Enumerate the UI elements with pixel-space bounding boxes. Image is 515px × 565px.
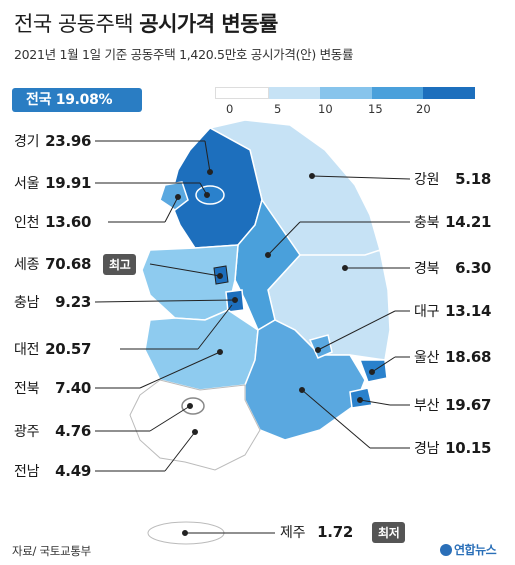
lowest-badge: 최저 (372, 522, 406, 543)
legend-swatch-2 (320, 87, 372, 99)
label-gyeongnam: 경남 10.15 (414, 439, 492, 457)
label-gyeongbuk: 경북 6.30 (414, 259, 491, 277)
national-badge: 전국 19.08% (12, 88, 142, 112)
label-jeonnam: 전남 4.49 (14, 462, 91, 480)
label-gangwon: 강원 5.18 (414, 170, 491, 188)
legend-swatch-1 (268, 87, 321, 99)
label-gyeonggi: 경기 23.96 (14, 132, 92, 150)
page-title: 전국 공동주택 공시가격 변동률 (14, 12, 278, 36)
legend-tick-15: 15 (368, 102, 383, 116)
region-jeonnam (129, 379, 261, 471)
legend-tick-20: 20 (416, 102, 431, 116)
region-daegu (308, 334, 333, 359)
legend-tick-10: 10 (318, 102, 333, 116)
label-jeonbuk: 전북 7.40 (14, 379, 91, 397)
highest-badge: 최고 (103, 254, 137, 275)
label-seoul: 서울 19.91 (14, 174, 92, 192)
legend-swatch-4 (423, 87, 475, 99)
yonhap-logo-icon (440, 544, 452, 556)
legend-tick-0: 0 (226, 102, 234, 116)
subtitle: 2021년 1월 1일 기준 공동주택 1,420.5만호 공시가격(안) 변동… (14, 47, 354, 62)
label-daejeon: 대전 20.57 (14, 340, 92, 358)
source-note: 자료/ 국토교통부 (12, 544, 91, 558)
yonhap-logo: 연합뉴스 (440, 541, 497, 558)
label-gwangju: 광주 4.76 (14, 422, 91, 440)
label-sejong: 세종 70.68 (14, 255, 92, 273)
label-ulsan: 울산 18.68 (414, 348, 492, 366)
label-incheon: 인천 13.60 (14, 213, 92, 231)
legend-swatch-0 (215, 87, 269, 99)
label-daegu: 대구 13.14 (414, 302, 492, 320)
label-jeju: 제주 1.72 (280, 523, 353, 541)
legend-tick-5: 5 (274, 102, 282, 116)
label-chungnam: 충남 9.23 (14, 293, 91, 311)
label-busan: 부산 19.67 (414, 396, 492, 414)
legend-swatch-3 (371, 87, 424, 99)
label-chungbuk: 충북 14.21 (414, 213, 492, 231)
legend-color-bar (215, 87, 475, 99)
